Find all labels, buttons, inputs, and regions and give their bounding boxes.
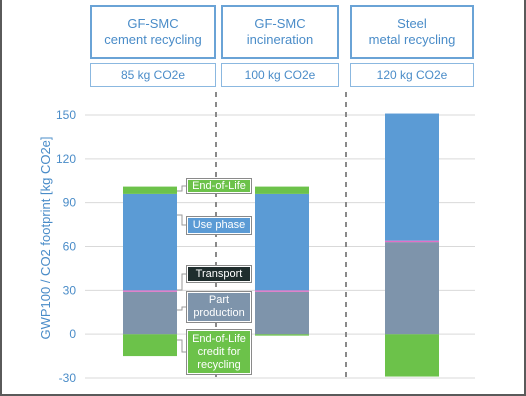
bar-segment — [123, 291, 177, 335]
label-leader-line — [177, 339, 187, 353]
frame-bottom-border — [0, 394, 526, 396]
scenario-total-2: 100 kg CO2e — [221, 63, 339, 87]
scenario-name-line1: GF-SMC — [127, 16, 179, 31]
y-tick-label: 150 — [56, 108, 76, 122]
label-leader-line — [177, 214, 187, 226]
y-tick-label: 0 — [69, 327, 76, 341]
scenario-name-line2: metal recycling — [368, 32, 456, 47]
scenario-header-1: GF-SMC cement recycling — [90, 5, 216, 59]
scenario-header-3: Steel metal recycling — [350, 5, 474, 59]
label-transport: Transport — [186, 265, 252, 283]
frame-right-border — [524, 0, 526, 394]
bar-segment — [255, 290, 309, 292]
label-leader-line — [177, 306, 187, 311]
bar-segment — [255, 334, 309, 336]
label-part-production-line2: production — [193, 307, 245, 319]
scenario-name-line2: incineration — [246, 32, 314, 47]
scenario-name-line1: GF-SMC — [254, 16, 306, 31]
scenario-header-2: GF-SMC incineration — [221, 5, 339, 59]
label-part-production: Part production — [186, 291, 252, 323]
bar-segment — [123, 193, 177, 291]
scenario-total-3: 120 kg CO2e — [350, 63, 474, 87]
bar-segment — [255, 193, 309, 291]
label-end-of-life: End-of-Life — [186, 178, 252, 194]
bar-segment — [123, 186, 177, 194]
scenario-name-line2: cement recycling — [104, 32, 202, 47]
label-end-of-life-credit: End-of-Life credit for recycling — [186, 329, 252, 375]
label-credit-line3: recycling — [197, 358, 241, 371]
frame-left-border — [0, 0, 2, 394]
label-leader-line — [177, 273, 187, 291]
bar-segment — [255, 291, 309, 335]
scenario-total-1: 85 kg CO2e — [90, 63, 216, 87]
label-credit-line2: credit for — [197, 345, 241, 358]
bar-segment — [255, 186, 309, 194]
bar-segment — [385, 113, 439, 241]
bar-segment — [385, 242, 439, 335]
y-axis-label: GWP100 / CO2 footprint [kg CO2e] — [38, 136, 53, 339]
bar-segment — [385, 334, 439, 377]
bar-segment — [123, 290, 177, 292]
bar-segment — [385, 240, 439, 243]
label-credit-line1: End-of-Life — [192, 332, 246, 345]
bar-segment — [123, 334, 177, 357]
y-tick-label: 60 — [63, 240, 77, 254]
y-tick-label: 120 — [56, 152, 76, 166]
y-tick-label: 30 — [63, 283, 77, 297]
scenario-name-line1: Steel — [397, 16, 427, 31]
y-tick-label: -30 — [59, 371, 77, 385]
y-tick-label: 90 — [63, 196, 77, 210]
label-use-phase: Use phase — [186, 216, 252, 235]
label-part-production-line1: Part — [208, 294, 230, 306]
label-leader-line — [177, 185, 187, 192]
